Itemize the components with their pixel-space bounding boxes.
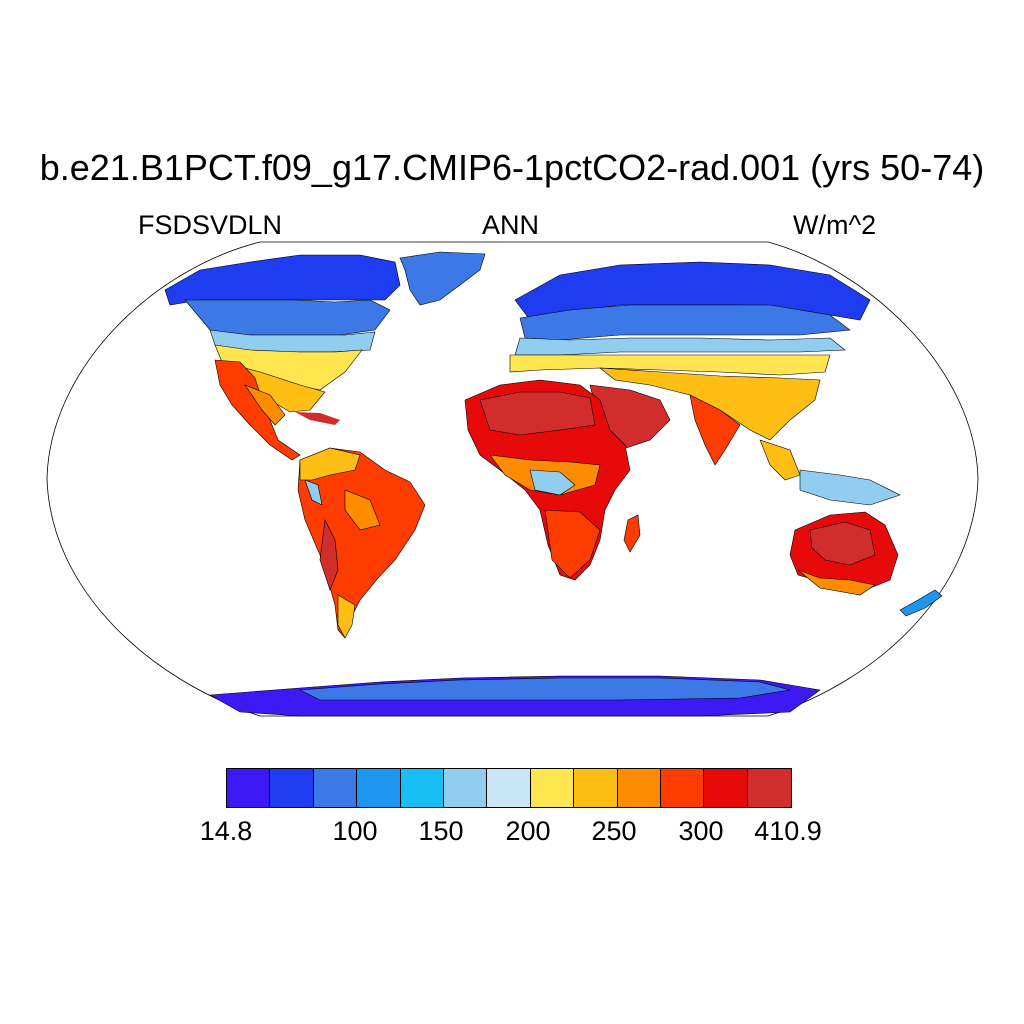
- colorbar-swatch: [617, 769, 661, 807]
- australia-interior: [809, 521, 876, 566]
- australia-south: [797, 569, 876, 596]
- na-red: [214, 359, 301, 461]
- colorbar-tick-label: 410.9: [754, 816, 822, 846]
- colorbar-tick-label: 300: [678, 816, 724, 846]
- colorbar-swatch: [704, 769, 748, 807]
- sa-west: [319, 518, 339, 591]
- colorbar-tick-label: 200: [505, 816, 551, 846]
- units-label: W/m^2: [793, 210, 877, 240]
- eu-yellow: [509, 354, 831, 376]
- colorbar-swatch: [270, 769, 314, 807]
- north-america: [164, 254, 401, 461]
- africa-center: [529, 469, 576, 496]
- colorbar-swatch: [660, 769, 705, 807]
- sa-body: [297, 447, 426, 639]
- asia-south: [689, 394, 741, 466]
- sa-center: [344, 489, 381, 531]
- antarctica: [208, 675, 821, 717]
- africa-south: [544, 509, 601, 579]
- variable-label: FSDSVDLN: [138, 210, 283, 240]
- africa: [464, 379, 641, 581]
- australia: [789, 511, 899, 596]
- eu-orange: [599, 367, 821, 441]
- season-label: ANN: [482, 210, 540, 240]
- sa-south: [337, 594, 356, 639]
- colorbar-swatch: [574, 769, 618, 807]
- antarctica-inner: [298, 677, 791, 701]
- greenland: [399, 251, 486, 306]
- colorbar-swatch: [530, 769, 575, 807]
- sa-lightblue: [304, 479, 323, 506]
- eu-lightblue: [514, 337, 846, 356]
- caribbean: [295, 412, 340, 425]
- madagascar: [623, 514, 641, 553]
- colorbar-tick-label: 14.8: [199, 816, 253, 846]
- colorbar-swatch: [357, 769, 401, 807]
- na-mid: [184, 299, 391, 336]
- eu-mid: [519, 304, 851, 341]
- na-north: [164, 254, 401, 306]
- new-zealand: [899, 589, 943, 617]
- colorbar-swatch: [747, 769, 792, 807]
- colorbar: [226, 768, 793, 808]
- sa-north: [299, 447, 361, 481]
- colorbar-swatch: [487, 769, 531, 807]
- colorbar-tick-label: 100: [332, 816, 378, 846]
- colorbar-tick-label: 250: [591, 816, 637, 846]
- colorbar-swatch: [400, 769, 444, 807]
- chart-title: b.e21.B1PCT.f09_g17.CMIP6-1pctCO2-rad.00…: [39, 147, 985, 188]
- na-central: [244, 384, 286, 426]
- colorbar-swatch: [227, 769, 271, 807]
- se-asia-islands: [799, 469, 901, 506]
- colorbar-swatch: [443, 769, 488, 807]
- colorbar-tick-label: 150: [418, 816, 464, 846]
- asia-east: [759, 439, 801, 481]
- colorbar-swatch: [313, 769, 358, 807]
- africa-sahara: [479, 391, 596, 436]
- south-america: [297, 447, 426, 639]
